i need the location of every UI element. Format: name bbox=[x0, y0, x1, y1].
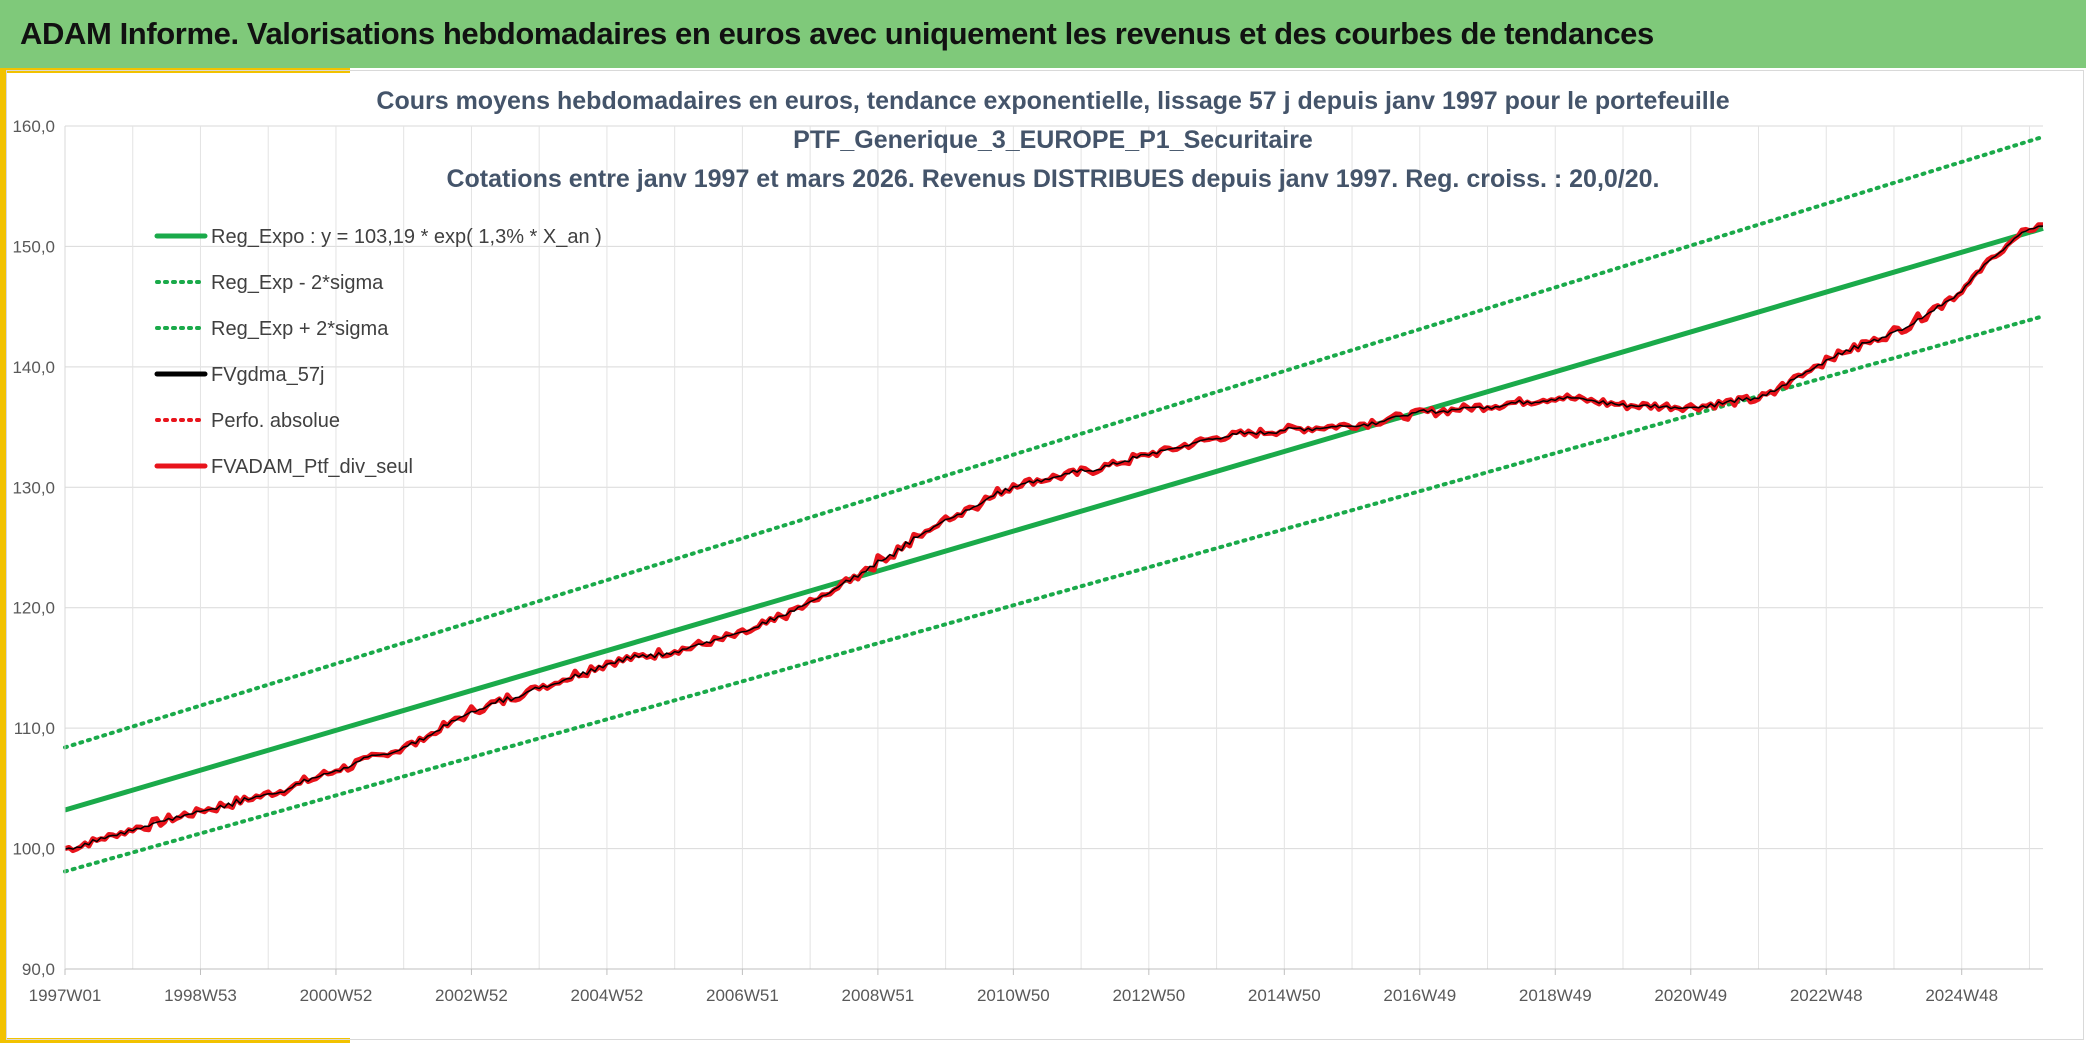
legend-label: Perfo. absolue bbox=[211, 410, 340, 432]
y-tick-label: 110,0 bbox=[14, 719, 55, 738]
chart-title-line: Cours moyens hebdomadaires en euros, ten… bbox=[376, 87, 1729, 115]
y-tick-label: 120,0 bbox=[12, 599, 55, 618]
grid bbox=[65, 125, 2043, 970]
x-tick-label: 2018W49 bbox=[1519, 986, 1592, 1005]
x-tick-label: 2022W48 bbox=[1790, 986, 1863, 1005]
x-tick-label: 2006W51 bbox=[706, 986, 779, 1005]
x-tick-label: 2020W49 bbox=[1654, 986, 1727, 1005]
x-tick-label: 2014W50 bbox=[1248, 986, 1321, 1005]
x-tick-label: 2000W52 bbox=[300, 986, 373, 1005]
series-upper-band bbox=[63, 134, 2045, 750]
x-tick-label: 2012W50 bbox=[1112, 986, 1185, 1005]
x-tick-label: 1997W01 bbox=[29, 986, 102, 1005]
accent-bar-left bbox=[0, 68, 6, 1043]
axes: 90,0 100,0 110,0 120,0 130,0 140,0 150,0 160,0 1… bbox=[12, 117, 2043, 1005]
x-tick-label: 2024W48 bbox=[1925, 986, 1998, 1005]
x-tick-label: 2010W50 bbox=[977, 986, 1050, 1005]
y-tick-label: 140,0 bbox=[12, 358, 55, 377]
legend-label: Reg_Exp - 2*sigma bbox=[211, 272, 384, 294]
y-tick-label: 160,0 bbox=[12, 117, 55, 136]
series-smoothed-57j bbox=[64, 225, 2044, 850]
chart-frame: Cours moyens hebdomadaires en euros, ten… bbox=[6, 70, 2084, 1040]
x-tick-label: 2016W49 bbox=[1383, 986, 1456, 1005]
x-tick-label: 2004W52 bbox=[571, 986, 644, 1005]
chart-title-line: Cotations entre janv 1997 et mars 2026. … bbox=[446, 165, 1659, 193]
legend-label: FVADAM_Ptf_div_seul bbox=[211, 456, 413, 478]
x-tick-label: 2008W51 bbox=[841, 986, 914, 1005]
y-tick-label: 100,0 bbox=[12, 840, 55, 859]
legend: Reg_Expo : y = 103,19 * exp( 1,3% * X_an… bbox=[154, 226, 602, 478]
chart-title-line: PTF_Generique_3_EUROPE_P1_Securitaire bbox=[793, 126, 1313, 154]
y-tick-label: 130,0 bbox=[12, 478, 55, 497]
y-tick-label: 150,0 bbox=[12, 237, 55, 256]
legend-label: FVgdma_57j bbox=[211, 364, 324, 386]
y-tick-label: 90,0 bbox=[22, 960, 55, 979]
header-bar: ADAM Informe. Valorisations hebdomadaire… bbox=[0, 0, 2086, 68]
series-group bbox=[63, 134, 2045, 874]
chart-title: Cours moyens hebdomadaires en euros, ten… bbox=[376, 87, 1729, 193]
page-title: ADAM Informe. Valorisations hebdomadaire… bbox=[20, 16, 1654, 51]
series-exp-regression bbox=[64, 225, 2044, 813]
x-tick-label: 2002W52 bbox=[435, 986, 508, 1005]
line-chart: Cours moyens hebdomadaires en euros, ten… bbox=[12, 87, 2045, 1005]
legend-label: Reg_Exp + 2*sigma bbox=[211, 318, 389, 340]
accent-bar-bottom bbox=[0, 1038, 350, 1043]
legend-label: Reg_Expo : y = 103,19 * exp( 1,3% * X_an… bbox=[211, 226, 602, 248]
x-tick-label: 1998W53 bbox=[164, 986, 237, 1005]
